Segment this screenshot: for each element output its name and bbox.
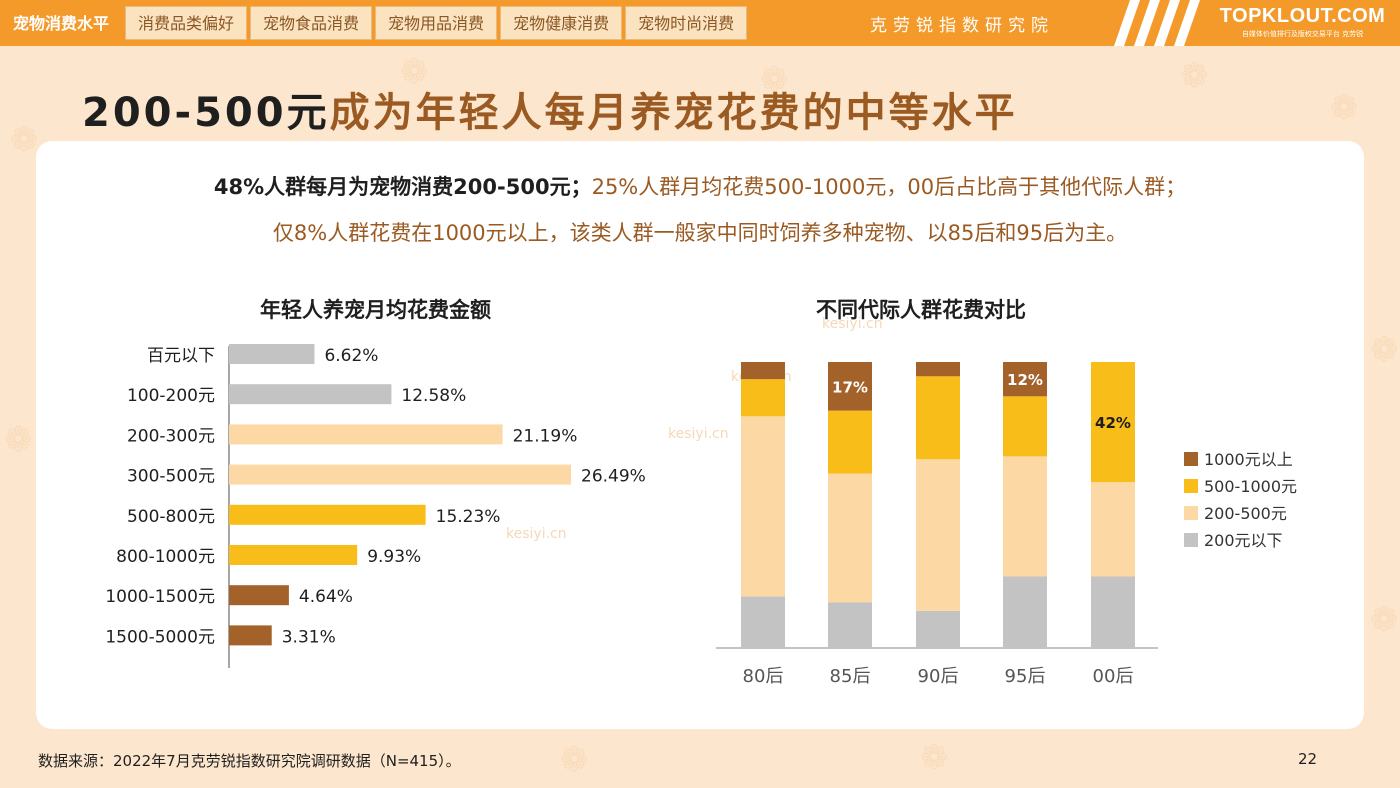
legend-swatch <box>1184 479 1198 493</box>
data-label: 26.49% <box>581 467 646 487</box>
page-title-rest: 成为年轻人每月养宠花费的中等水平 <box>329 90 1018 136</box>
tab-6[interactable]: 宠物时尚消费 <box>625 6 748 40</box>
summary-line-1: 48%人群每月为宠物消费200-500元；25%人群月均花费500-1000元，… <box>36 171 1364 201</box>
page-title: 200-500元成为年轻人每月养宠花费的中等水平 <box>82 80 1018 138</box>
watermark-text: kesiyi.cn <box>668 426 729 442</box>
stack-4-0 <box>1091 576 1135 648</box>
paw-icon: ❁ <box>4 420 33 460</box>
chart-title-monthly-spend: 年轻人养宠月均花费金额 <box>260 298 491 322</box>
category-label: 500-800元 <box>127 507 215 527</box>
category-label: 95后 <box>1005 666 1046 687</box>
stack-2-0 <box>916 610 960 648</box>
bar-2 <box>229 424 503 445</box>
stack-2-1 <box>916 459 960 611</box>
top-navigation-bar: 宠物消费水平 消费品类偏好 宠物食品消费 宠物用品消费 宠物健康消费 宠物时尚消费 克劳锐… <box>0 0 1400 46</box>
tab-2[interactable]: 消费品类偏好 <box>125 6 248 40</box>
tab-4[interactable]: 宠物用品消费 <box>375 6 498 40</box>
stacked-bar-chart: 80后 17% 85后 90后 12% 95后 42% 00后 1000元以上 500-1000元… <box>716 362 1297 687</box>
stack-4-1 <box>1091 482 1135 577</box>
legend-label: 200元以下 <box>1204 531 1283 550</box>
chart-title-generation-compare: 不同代际人群花费对比 <box>816 298 1026 322</box>
stack-3-3 <box>1003 362 1047 397</box>
stack-1-2 <box>828 410 872 474</box>
data-label: 15.23% <box>436 507 501 527</box>
tab-1[interactable]: 宠物消费水平 <box>0 6 123 40</box>
tab-5[interactable]: 宠物健康消费 <box>500 6 623 40</box>
stack-4-2 <box>1091 362 1135 483</box>
data-label: 9.93% <box>367 547 421 567</box>
page-number: 22 <box>1298 750 1318 768</box>
category-label: 80后 <box>743 666 784 687</box>
legend-label: 1000元以上 <box>1204 450 1293 469</box>
stack-3-0 <box>1003 576 1047 648</box>
bar-7 <box>229 625 272 646</box>
bar-3 <box>229 464 571 485</box>
bar-0 <box>229 344 315 364</box>
data-label: 12.58% <box>401 386 466 406</box>
legend-swatch <box>1184 533 1198 547</box>
summary-line-2: 仅8%人群花费在1000元以上，该类人群一般家中同时饲养多种宠物、以85后和95… <box>272 221 1128 245</box>
data-label: 3.31% <box>282 627 336 647</box>
logo-text: TOPKLOUT.COM <box>1219 5 1386 27</box>
stack-0-0 <box>741 596 785 648</box>
category-label: 100-200元 <box>127 386 215 406</box>
paw-icon: ❁ <box>920 738 949 778</box>
stack-0-2 <box>741 379 785 417</box>
bar-5 <box>229 545 358 565</box>
content-card: 48%人群每月为宠物消费200-500元；25%人群月均花费500-1000元，… <box>36 141 1364 729</box>
legend-swatch <box>1184 452 1198 466</box>
stack-2-2 <box>916 376 960 460</box>
stack-2-3 <box>916 362 960 377</box>
annotation-label: 17% <box>832 378 868 396</box>
paw-icon: ❁ <box>1370 600 1399 640</box>
category-label: 90后 <box>918 666 959 687</box>
stack-0-3 <box>741 362 785 380</box>
summary-detail: 25%人群月均花费500-1000元，00后占比高于其他代际人群； <box>591 175 1187 199</box>
data-label: 21.19% <box>513 426 578 446</box>
category-label: 百元以下 <box>147 346 215 366</box>
horizontal-bar-chart: 百元以下 6.62% 100-200元 12.58% 200-300元 21.19% 300… <box>105 344 646 668</box>
logo-subtext: 自媒体价值排行及版权交易平台 克劳锐 <box>1241 30 1364 38</box>
stack-1-3 <box>828 362 872 411</box>
category-label: 800-1000元 <box>116 547 215 567</box>
data-label: 6.62% <box>324 346 378 366</box>
category-label: 200-300元 <box>127 426 215 446</box>
paw-icon: ❁ <box>560 740 589 780</box>
stack-1-0 <box>828 602 872 648</box>
tab-3[interactable]: 宠物食品消费 <box>250 6 373 40</box>
page-title-accent: 200-500元 <box>82 90 330 136</box>
category-label: 300-500元 <box>127 467 215 487</box>
legend-label: 500-1000元 <box>1204 477 1297 496</box>
org-name: 克劳锐指数研究院 <box>870 16 1054 36</box>
data-label: 4.64% <box>299 587 353 607</box>
bar-6 <box>229 585 289 606</box>
paw-icon: ❁ <box>10 120 39 160</box>
paw-icon: ❁ <box>1180 56 1209 96</box>
category-label: 1500-5000元 <box>105 627 215 647</box>
category-label: 00后 <box>1093 666 1134 687</box>
annotation-label: 12% <box>1007 371 1043 389</box>
category-label: 1000-1500元 <box>105 587 215 607</box>
stack-3-2 <box>1003 396 1047 457</box>
category-label: 85后 <box>830 666 871 687</box>
bar-1 <box>229 384 392 405</box>
paw-icon: ❁ <box>1370 330 1399 370</box>
annotation-label: 42% <box>1095 414 1131 432</box>
stack-0-1 <box>741 416 785 597</box>
data-source-note: 数据来源：2022年7月克劳锐指数研究院调研数据（N=415）。 <box>38 752 461 770</box>
stack-3-1 <box>1003 456 1047 577</box>
summary-highlight: 48%人群每月为宠物消费200-500元； <box>213 175 592 199</box>
legend-swatch <box>1184 506 1198 520</box>
decorative-stripes <box>1114 0 1200 46</box>
stack-1-1 <box>828 473 872 603</box>
watermark-text: kesiyi.cn <box>822 316 883 332</box>
topklout-logo: TOPKLOUT.COM 自媒体价值排行及版权交易平台 克劳锐 <box>1210 5 1395 39</box>
legend-label: 200-500元 <box>1204 504 1287 523</box>
watermark-text: kesiyi.cn <box>506 526 567 542</box>
bar-4 <box>229 504 426 525</box>
section-tabs: 宠物消费水平 消费品类偏好 宠物食品消费 宠物用品消费 宠物健康消费 宠物时尚消费 <box>0 6 748 40</box>
paw-icon: ❁ <box>1330 88 1359 128</box>
